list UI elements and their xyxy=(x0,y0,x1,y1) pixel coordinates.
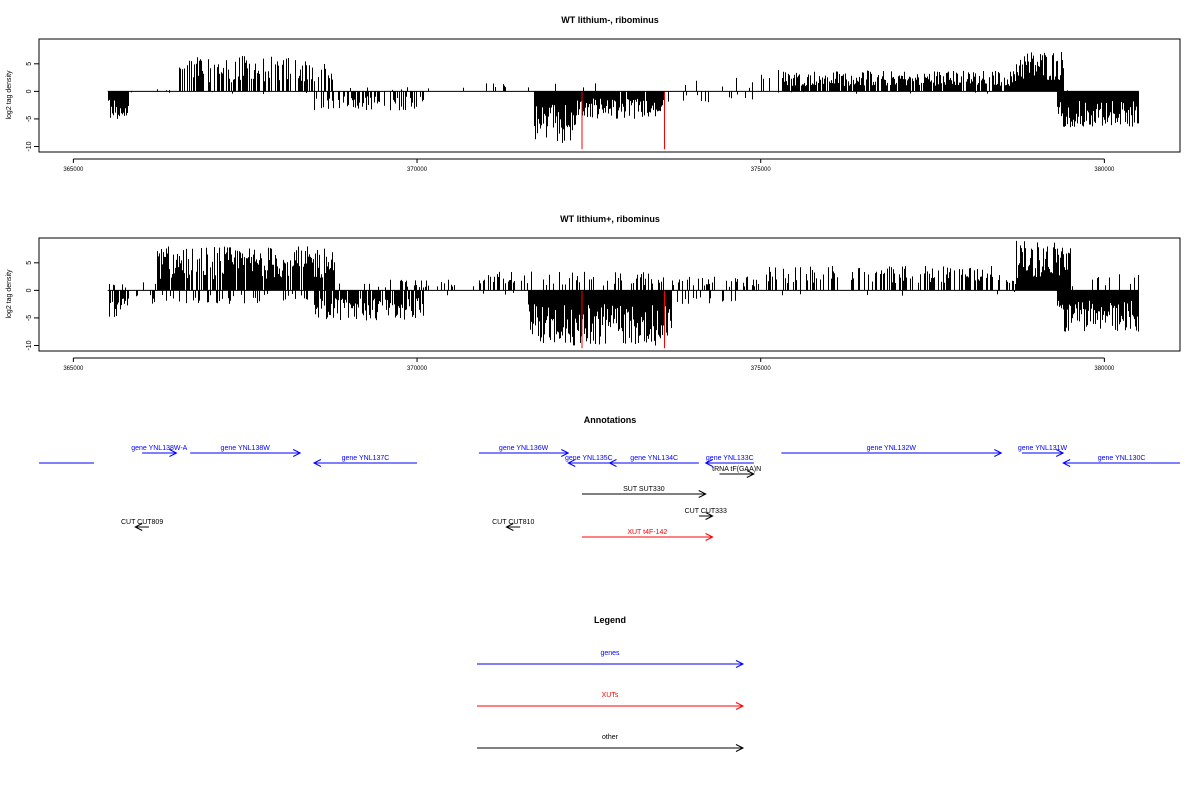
legend-label: genes xyxy=(600,650,620,657)
x-tick-label: 365000 xyxy=(63,366,84,372)
plot-frame xyxy=(38,237,1181,352)
feature-label: CUT CUT809 xyxy=(121,519,163,526)
feature-label: CUT CUT810 xyxy=(492,519,534,526)
feature-layer: gene YNL138W-A gene YNL138W gene YNL137C ge… xyxy=(39,445,1180,541)
marker-lines xyxy=(581,91,665,150)
feature-label: gene YNL130C xyxy=(1098,455,1146,462)
legend-items: genes XUTs other xyxy=(477,650,745,752)
feature-label: gene YNL134C xyxy=(630,455,678,462)
feature-gene: gene YNL137C xyxy=(312,455,418,467)
y-tick-label: -5 xyxy=(26,315,33,321)
arrowhead-right xyxy=(698,490,707,498)
y-axis: -10 -5 0 5 xyxy=(26,62,39,152)
arrowhead-left xyxy=(567,459,576,467)
x-tick-label: 370000 xyxy=(407,366,428,372)
y-tick-label: 0 xyxy=(26,288,33,292)
feature-gene: gene YNL131W xyxy=(1018,445,1068,457)
arrowhead-right xyxy=(735,660,745,668)
y-tick-label: 5 xyxy=(26,261,33,265)
feature-label: gene YNL135C xyxy=(565,455,613,462)
feature-other: CUT CUT333 xyxy=(685,508,727,520)
feature-gene: gene YNL138W xyxy=(190,445,302,457)
y-tick-label: 5 xyxy=(26,62,33,66)
y-axis-label: log2 tag density xyxy=(6,269,13,319)
density-bars xyxy=(108,52,1139,143)
feature-gene: gene YNL132W xyxy=(781,445,1003,457)
panel-title: WT lithium-, ribominus xyxy=(561,15,659,25)
feature-label: gene YNL131W xyxy=(1018,445,1068,452)
x-tick-label: 370000 xyxy=(407,167,428,173)
feature-label: SUT SUT330 xyxy=(623,486,665,493)
legend-title: Legend xyxy=(594,615,626,625)
track-panel-lithium-minus: WT lithium-, ribominus log2 tag density … xyxy=(6,15,1181,173)
y-tick-label: -5 xyxy=(26,116,33,122)
legend-label: XUTs xyxy=(602,692,619,699)
legend-item-xut: XUTs xyxy=(477,692,745,710)
x-axis: 365000 370000 375000 380000 xyxy=(63,357,1115,372)
feature-label: XUT t4F-142 xyxy=(627,529,667,536)
arrowhead-left xyxy=(1062,459,1071,467)
feature-other: tRNA tF(GAA)N xyxy=(712,466,761,478)
arrowhead-left xyxy=(134,523,143,531)
feature-gene: gene YNL133C xyxy=(704,455,754,467)
density-bars xyxy=(109,240,1139,346)
arrowhead-right xyxy=(1055,449,1065,457)
feature-label: gene YNL138W xyxy=(221,445,271,452)
feature-label: gene YNL132W xyxy=(867,445,917,452)
plot-frame xyxy=(38,38,1181,153)
feature-label: gene YNL133C xyxy=(706,455,754,462)
feature-gene: gene YNL130C xyxy=(1062,455,1180,467)
feature-label: gene YNL138W-A xyxy=(131,445,187,452)
arrowhead-left xyxy=(505,523,514,531)
arrowhead-right xyxy=(735,702,745,710)
legend-item-other: other xyxy=(477,734,745,752)
x-tick-label: 380000 xyxy=(1094,167,1115,173)
arrowhead-right xyxy=(746,470,755,478)
feature-other: CUT CUT810 xyxy=(492,519,535,531)
track-panel-lithium-plus: WT lithium+, ribominus log2 tag density … xyxy=(6,214,1181,372)
arrowhead-left xyxy=(704,459,713,467)
arrowhead-right xyxy=(169,449,178,457)
feature-other: SUT SUT330 xyxy=(582,486,707,498)
feature-label: CUT CUT333 xyxy=(685,508,727,515)
y-tick-label: 0 xyxy=(26,89,33,93)
annotations-title: Annotations xyxy=(584,415,637,425)
arrowhead-left xyxy=(608,459,617,467)
feature-gene: gene YNL134C xyxy=(608,455,699,467)
x-axis: 365000 370000 375000 380000 xyxy=(63,158,1115,173)
feature-gene: gene YNL136W xyxy=(478,445,570,457)
legend-item-gene: genes xyxy=(477,650,745,668)
x-tick-label: 365000 xyxy=(63,167,84,173)
arrowhead-right xyxy=(705,533,714,541)
marker-lines xyxy=(581,290,665,349)
y-tick-label: -10 xyxy=(26,340,33,350)
y-axis: -10 -5 0 5 xyxy=(26,261,39,351)
arrowhead-right xyxy=(994,449,1003,457)
feature-xut: XUT t4F-142 xyxy=(582,529,714,541)
panel-title: WT lithium+, ribominus xyxy=(560,214,660,224)
feature-other: CUT CUT809 xyxy=(121,519,163,531)
y-axis-label: log2 tag density xyxy=(6,70,13,120)
arrowhead-right xyxy=(705,512,714,520)
arrowhead-left xyxy=(312,459,322,467)
feature-label: gene YNL137C xyxy=(342,455,390,462)
legend-panel: Legend genes XUTs other xyxy=(477,615,745,752)
x-tick-label: 375000 xyxy=(751,167,772,173)
arrowhead-right xyxy=(735,744,745,752)
annotations-panel: Annotations gene YNL138W-A gene YNL138Wge… xyxy=(39,415,1180,541)
feature-label: tRNA tF(GAA)N xyxy=(712,466,761,473)
arrowhead-right xyxy=(561,449,570,457)
feature-gene: gene YNL135C xyxy=(565,455,613,467)
y-tick-label: -10 xyxy=(26,141,33,151)
feature-label: gene YNL136W xyxy=(499,445,549,452)
legend-label: other xyxy=(602,734,619,741)
arrowhead-right xyxy=(292,449,302,457)
x-tick-label: 380000 xyxy=(1094,366,1115,372)
feature-gene: gene YNL138W-A xyxy=(131,445,188,457)
x-tick-label: 375000 xyxy=(751,366,772,372)
